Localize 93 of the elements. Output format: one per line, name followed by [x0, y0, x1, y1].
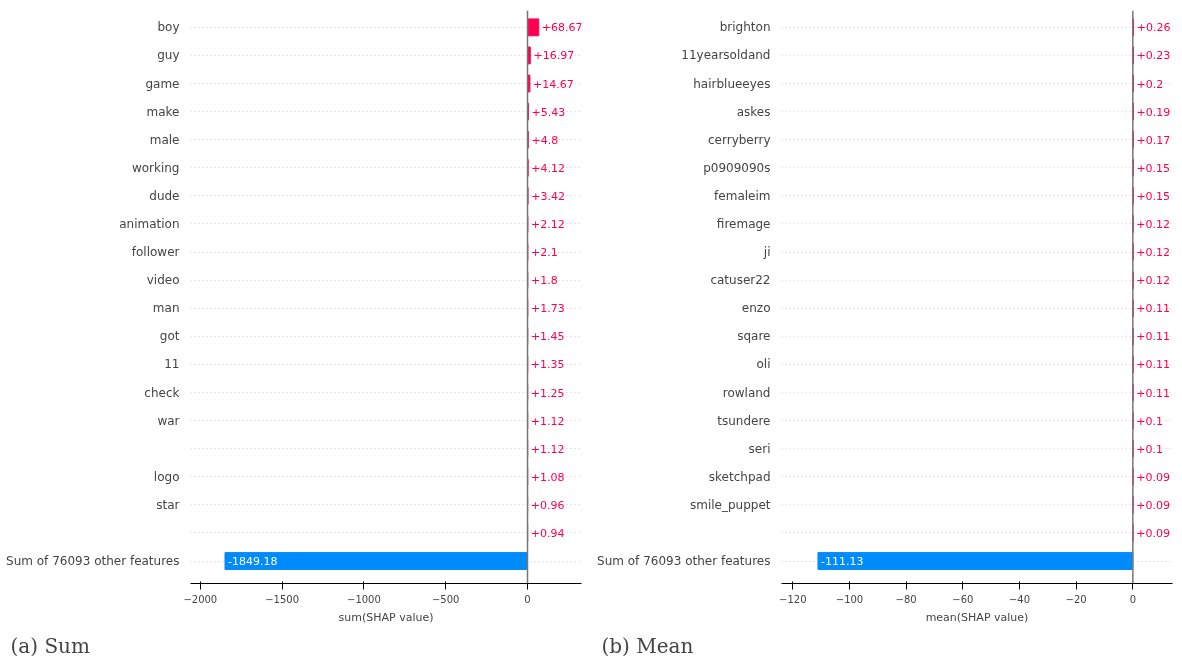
data-label: +1.8 [530, 274, 558, 288]
y-tick-label: got [159, 329, 180, 344]
y-tick-label: video [146, 273, 180, 288]
data-label: +1.12 [530, 414, 565, 428]
x-axis-title: mean(SHAP value) [925, 610, 1029, 624]
y-tick-label: rowland [722, 385, 771, 400]
data-label: +0.12 [1136, 246, 1171, 260]
data-label: +0.09 [1136, 470, 1170, 484]
x-tick-label: 0 [1129, 593, 1137, 605]
y-tick-label: make [146, 104, 180, 119]
data-label: +68.67 [541, 21, 583, 35]
data-label: +0.09 [1136, 498, 1170, 512]
data-label: -1849.18 [228, 555, 278, 569]
data-label: +4.12 [531, 161, 566, 175]
y-tick-label: femaleim [714, 188, 771, 203]
data-label: +0.26 [1136, 21, 1171, 35]
data-label: +0.1 [1136, 442, 1163, 456]
y-tick-label: check [144, 385, 180, 400]
data-label: -111.13 [821, 555, 864, 569]
y-tick-label: man [152, 301, 180, 316]
y-tick-label: game [145, 76, 180, 91]
x-tick-label: −2000 [183, 593, 218, 605]
data-label: +0.1 [1136, 414, 1163, 428]
data-label: +14.67 [533, 77, 574, 91]
text: (b) Mean [601, 633, 694, 658]
y-tick-label: smile_puppet [689, 497, 771, 512]
y-tick-label: working [131, 160, 180, 175]
y-tick-label: tsundere [717, 413, 771, 428]
data-label: +1.25 [530, 386, 565, 400]
data-label: +2.12 [530, 217, 565, 231]
y-tick-label: logo [153, 469, 180, 484]
data-label: +0.11 [1136, 358, 1170, 372]
y-tick-label: sqare [737, 329, 771, 344]
y-tick-label: firemage [716, 216, 771, 231]
y-tick-label: dude [149, 188, 180, 203]
text: (a) Sum [10, 633, 90, 658]
y-tick-label: seri [748, 441, 771, 456]
data-label: +4.8 [531, 133, 559, 147]
y-tick-label: brighton [719, 20, 771, 35]
data-label: +0.11 [1136, 386, 1170, 400]
y-tick-label: p0909090s [703, 160, 771, 175]
data-label: +5.43 [531, 105, 566, 119]
data-label: +1.73 [530, 302, 565, 316]
x-tick-label: −1000 [347, 593, 381, 605]
data-label: +2.1 [530, 246, 558, 260]
y-tick-label: cerryberry [708, 132, 771, 147]
y-tick-label: hairblueeyes [693, 76, 771, 91]
x-tick-label: 0 [524, 593, 531, 605]
data-label: +0.15 [1136, 161, 1171, 175]
y-tick-label: enzo [741, 301, 771, 316]
x-tick-label: −500 [431, 593, 460, 605]
data-label: +0.23 [1136, 49, 1171, 63]
y-tick-label: male [149, 132, 180, 147]
data-label: +0.94 [530, 526, 565, 540]
data-label: +0.15 [1136, 189, 1171, 203]
x-tick-label: −80 [895, 593, 917, 605]
data-label: +0.19 [1136, 105, 1171, 119]
y-tick-label: follower [131, 245, 180, 260]
y-tick-label: askes [736, 104, 771, 119]
y-tick-label: sketchpad [708, 469, 771, 484]
y-tick-label: animation [119, 216, 180, 231]
data-label: +1.35 [530, 358, 565, 372]
x-axis-title: sum(SHAP value) [338, 610, 434, 624]
x-tick-label: −60 [952, 593, 974, 605]
data-label: +0.11 [1136, 330, 1170, 344]
data-label: +0.96 [530, 498, 565, 512]
data-label: +3.42 [531, 189, 565, 203]
data-label: +1.12 [530, 442, 565, 456]
y-tick-label: 11 [164, 357, 180, 372]
data-label: +16.97 [533, 49, 575, 63]
y-tick-label: Sum of 76093 other features [597, 554, 771, 569]
y-tick-label: 11yearsoldand [681, 48, 771, 63]
y-tick-label: Sum of 76093 other features [6, 554, 180, 569]
data-label: +0.11 [1136, 302, 1170, 316]
data-label: +0.12 [1136, 217, 1171, 231]
x-tick-label: −100 [835, 593, 864, 605]
y-tick-label: ji [762, 245, 771, 260]
y-tick-label: catuser22 [710, 273, 771, 288]
x-tick-label: −1500 [265, 593, 300, 605]
data-label: +0.12 [1136, 274, 1171, 288]
y-tick-label: star [156, 497, 180, 512]
y-tick-label: boy [157, 20, 180, 35]
data-label: +0.09 [1136, 526, 1170, 540]
y-tick-label: war [157, 413, 180, 428]
x-tick-label: −40 [1008, 593, 1031, 605]
x-tick-label: −120 [779, 593, 807, 605]
y-tick-label: oli [756, 357, 771, 372]
y-tick-label: guy [157, 48, 180, 63]
data-label: +0.2 [1136, 77, 1164, 91]
data-label: +0.17 [1136, 133, 1171, 147]
data-label: +1.45 [530, 330, 565, 344]
data-label: +1.08 [530, 470, 565, 484]
x-tick-label: −20 [1065, 593, 1087, 605]
